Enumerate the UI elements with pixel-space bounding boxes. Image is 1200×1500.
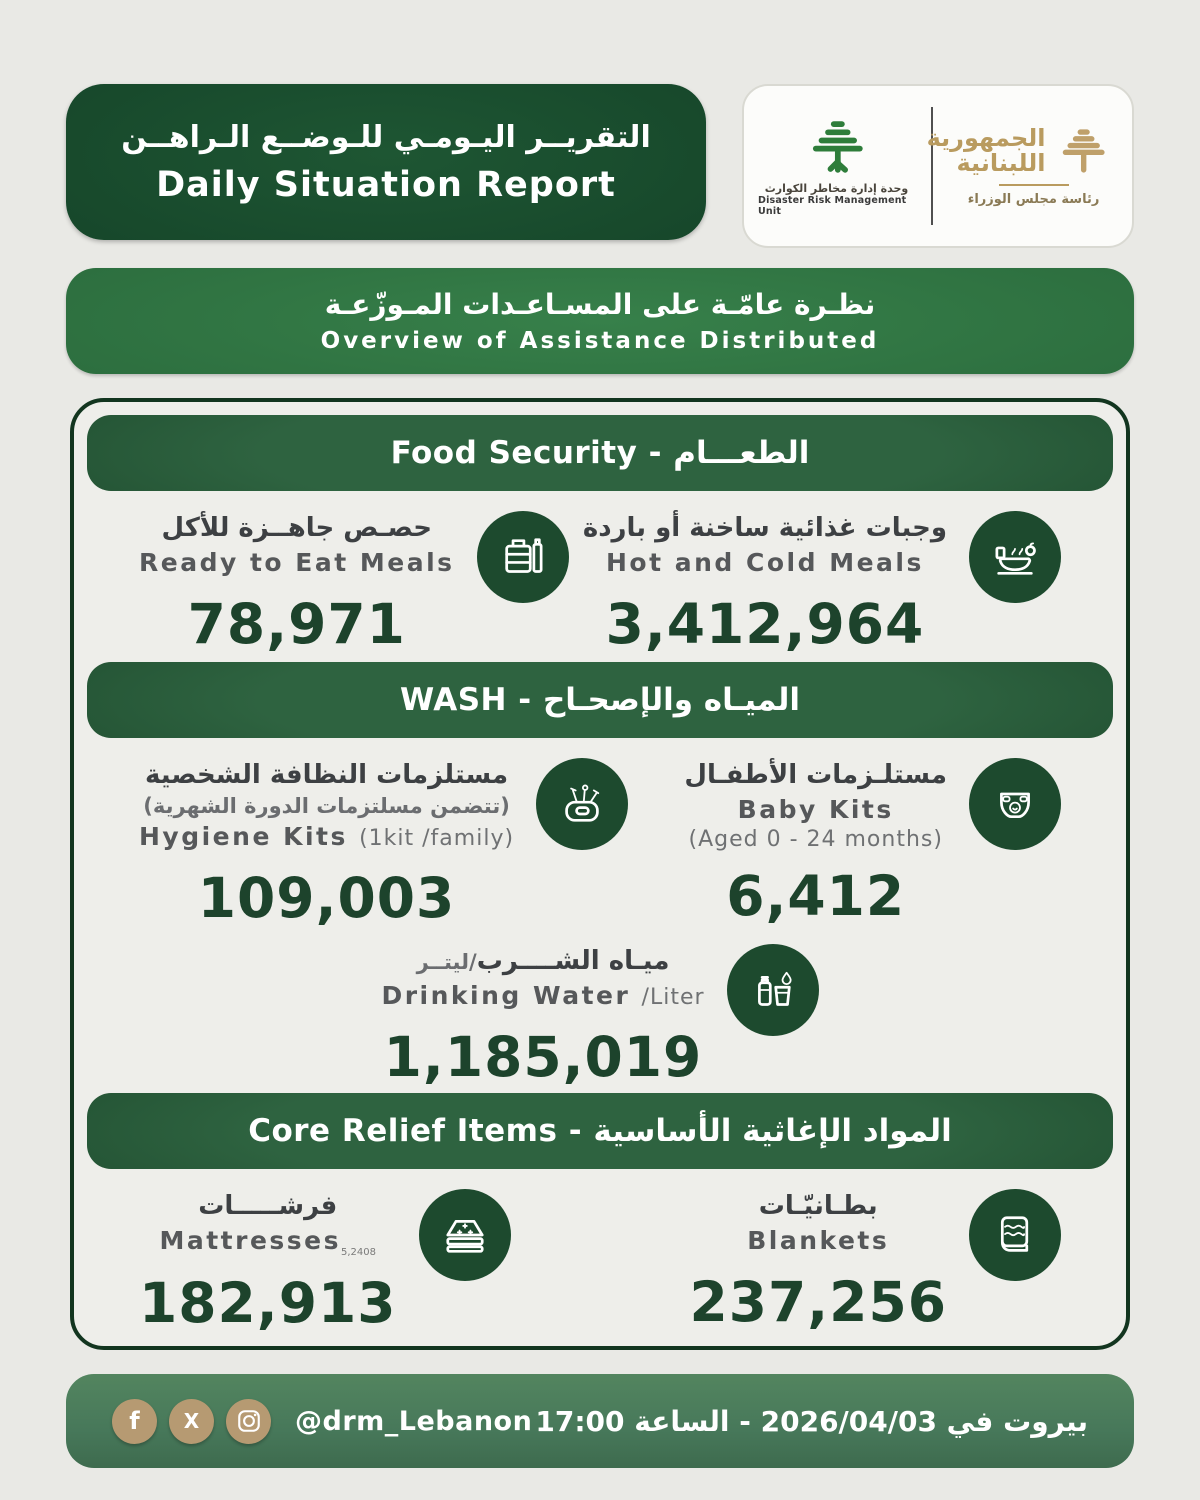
instagram-icon[interactable] <box>226 1398 271 1444</box>
report-title-card: التقريــر اليـومـي للـوضــع الـراهــن Da… <box>66 84 706 240</box>
stat-hot-and-cold-meals: وجبات غذائية ساخنة أو باردة Hot and Cold… <box>583 511 1061 656</box>
stat-label-arabic: بطـانيّـات <box>758 1190 878 1221</box>
stat-label-arabic: ميـاه الشــــرب/ليتــر <box>416 945 670 976</box>
stat-footnote: 5,2408 <box>341 1246 377 1258</box>
stat-note-arabic: /ليتــر <box>416 949 477 974</box>
stat-value: 6,412 <box>726 863 906 928</box>
hygiene-kit-icon <box>536 757 629 850</box>
blanket-icon <box>969 1188 1061 1281</box>
mattress-icon <box>418 1188 511 1281</box>
stat-value: 237,256 <box>689 1269 947 1334</box>
stat-label-english: Baby Kits <box>737 794 894 824</box>
logo-divider <box>931 107 934 225</box>
overview-title-english: Overview of Assistance Distributed <box>320 328 880 354</box>
drinking-water-icon <box>726 943 819 1036</box>
food-security-stats-row: حصـص جاهــزة للأكل Ready to Eat Meals 78… <box>87 491 1113 662</box>
stat-value: 3,412,964 <box>605 591 925 656</box>
stat-label-english: Ready to Eat Meals <box>139 548 455 578</box>
stat-note-arabic: (تتضمن مسلتزمات الدورة الشهرية) <box>143 793 510 818</box>
logos-card: وحدة إدارة مخاطر الكوارث Disaster Risk M… <box>742 84 1134 248</box>
wash-stats-row: مستلزمات النظافة الشخصية (تتضمن مسلتزمات… <box>87 738 1113 936</box>
drinking-water-row: ميـاه الشــــرب/ليتــر Drinking Water /L… <box>87 936 1113 1093</box>
stat-note-english: (1kit /family) <box>359 826 515 852</box>
footer-bar: f X @drm_Lebanon بيروت في 2026/04/03 - ا… <box>66 1374 1134 1468</box>
drm-name-arabic: وحدة إدارة مخاطر الكوارث <box>764 181 909 195</box>
stat-label-english: Drinking Water /Liter <box>381 981 705 1011</box>
stat-mattresses: فرشـــــات Mattresses5,2408 182,913 <box>139 1188 511 1336</box>
section-header-wash: WASH - الميـاه والإصحـاح <box>87 661 1113 738</box>
drm-name-english: Disaster Risk Management Unit <box>758 194 907 217</box>
top-header-row: التقريــر اليـومـي للـوضــع الـراهــن Da… <box>0 0 1200 248</box>
stat-value: 1,185,019 <box>383 1024 703 1089</box>
hot-meal-icon <box>969 511 1061 603</box>
core-relief-stats-row: فرشـــــات Mattresses5,2408 182,913 <box>87 1169 1113 1342</box>
stat-label-english: Blankets <box>747 1225 890 1255</box>
gold-divider-line <box>998 184 1069 186</box>
lebanese-republic-logo: الجمهورية اللبنانية رئاسة مجلس الوزراء <box>926 123 1118 207</box>
report-datetime: بيروت في 2026/04/03 - الساعة 17:00 <box>535 1404 1088 1438</box>
stat-label-arabic: فرشـــــات <box>198 1190 338 1221</box>
republic-name-arabic: الجمهورية اللبنانية <box>926 123 1046 177</box>
section-header-core-relief: Core Relief Items - المواد الإغاثية الأس… <box>87 1092 1113 1169</box>
cedar-tree-gold-icon <box>1062 129 1105 173</box>
overview-banner: نظـرة عامّـة على المسـاعـدات المـوزّعـة … <box>66 268 1134 374</box>
stat-label-english: Hot and Cold Meals <box>605 548 924 578</box>
cedar-tree-icon <box>812 120 863 173</box>
facebook-icon[interactable]: f <box>112 1398 157 1444</box>
stat-drinking-water: ميـاه الشــــرب/ليتــر Drinking Water /L… <box>381 943 819 1089</box>
stat-baby-kits: مستلـزمات الأطفـال Baby Kits (Aged 0 - 2… <box>684 757 1061 930</box>
stat-label-english: Mattresses5,2408 <box>159 1225 377 1258</box>
baby-diaper-icon <box>969 757 1061 850</box>
report-title-english: Daily Situation Report <box>156 164 616 205</box>
drm-unit-logo: وحدة إدارة مخاطر الكوارث Disaster Risk M… <box>758 116 915 217</box>
section-header-food-security: Food Security - الطعـــام <box>87 415 1113 491</box>
stat-note-english: (Aged 0 - 24 months) <box>688 826 943 852</box>
assistance-overview-card: Food Security - الطعـــام حصـص جاهــزة ل… <box>70 398 1130 1350</box>
stat-value: 109,003 <box>197 865 456 930</box>
stat-value: 182,913 <box>139 1271 397 1336</box>
stat-note-english: /Liter <box>641 985 705 1011</box>
council-of-ministers-label: رئاسة مجلس الوزراء <box>967 192 1100 207</box>
food-parcel-icon <box>476 511 569 603</box>
x-twitter-icon[interactable]: X <box>169 1398 214 1444</box>
report-title-arabic: التقريــر اليـومـي للـوضــع الـراهــن <box>121 119 651 155</box>
stat-blankets: بطـانيّـات Blankets 237,256 <box>689 1188 1061 1336</box>
social-handle[interactable]: @drm_Lebanon <box>295 1405 533 1437</box>
stat-label-arabic: حصـص جاهــزة للأكل <box>161 513 433 543</box>
stat-label-english: Hygiene Kits (1kit /family) <box>139 822 515 852</box>
stat-label-arabic: وجبات غذائية ساخنة أو باردة <box>582 513 947 543</box>
stat-value: 78,971 <box>187 591 406 656</box>
social-icons: f X <box>112 1398 271 1444</box>
overview-title-arabic: نظـرة عامّـة على المسـاعـدات المـوزّعـة <box>324 288 876 321</box>
stat-hygiene-kits: مستلزمات النظافة الشخصية (تتضمن مسلتزمات… <box>139 757 629 930</box>
stat-label-arabic: مستلـزمات الأطفـال <box>684 759 947 790</box>
stat-ready-to-eat-meals: حصـص جاهــزة للأكل Ready to Eat Meals 78… <box>139 511 569 656</box>
stat-label-arabic: مستلزمات النظافة الشخصية <box>144 759 509 790</box>
